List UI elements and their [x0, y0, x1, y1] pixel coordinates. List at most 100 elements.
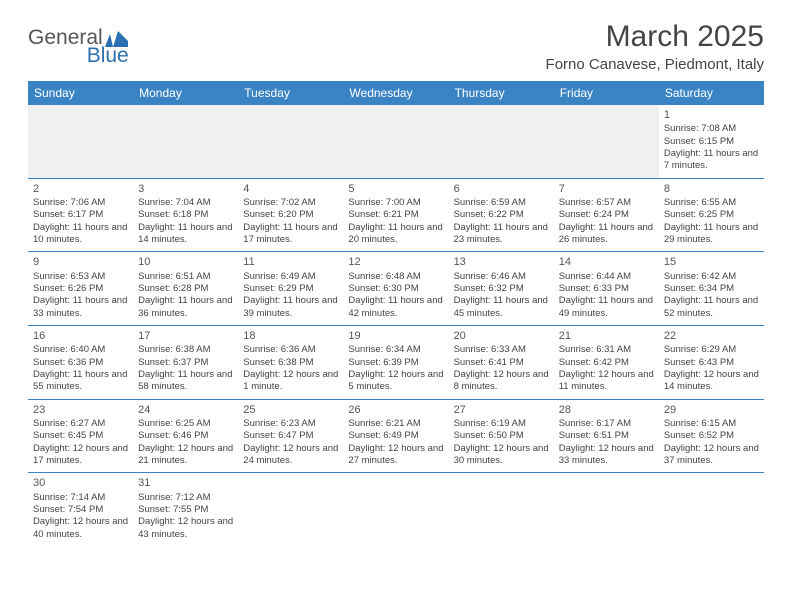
sunrise-line: Sunrise: 7:06 AM [33, 197, 128, 209]
sunset-line: Sunset: 6:33 PM [559, 283, 654, 295]
day-number: 22 [664, 329, 759, 343]
daylight-line: Daylight: 11 hours and 10 minutes. [33, 222, 128, 247]
calendar-day-cell: 22Sunrise: 6:29 AMSunset: 6:43 PMDayligh… [659, 326, 764, 400]
daylight-line: Daylight: 12 hours and 17 minutes. [33, 443, 128, 468]
daylight-line: Daylight: 12 hours and 40 minutes. [33, 516, 128, 541]
sunset-line: Sunset: 6:32 PM [454, 283, 549, 295]
calendar-day-cell: 24Sunrise: 6:25 AMSunset: 6:46 PMDayligh… [133, 399, 238, 473]
daylight-line: Daylight: 12 hours and 43 minutes. [138, 516, 233, 541]
calendar-day-cell: 23Sunrise: 6:27 AMSunset: 6:45 PMDayligh… [28, 399, 133, 473]
calendar-day-cell: 1Sunrise: 7:08 AMSunset: 6:15 PMDaylight… [659, 105, 764, 178]
daylight-line: Daylight: 12 hours and 14 minutes. [664, 369, 759, 394]
sunset-line: Sunset: 6:15 PM [664, 136, 759, 148]
day-number: 26 [348, 403, 443, 417]
calendar-day-cell [554, 105, 659, 178]
sunset-line: Sunset: 6:17 PM [33, 209, 128, 221]
day-number: 17 [138, 329, 233, 343]
sunset-line: Sunset: 7:54 PM [33, 504, 128, 516]
day-number: 16 [33, 329, 128, 343]
calendar-day-cell: 28Sunrise: 6:17 AMSunset: 6:51 PMDayligh… [554, 399, 659, 473]
weekday-header-row: SundayMondayTuesdayWednesdayThursdayFrid… [28, 81, 764, 105]
location-subtitle: Forno Canavese, Piedmont, Italy [546, 56, 764, 73]
weekday-header: Thursday [449, 81, 554, 105]
day-number: 24 [138, 403, 233, 417]
daylight-line: Daylight: 11 hours and 58 minutes. [138, 369, 233, 394]
weekday-header: Friday [554, 81, 659, 105]
day-number: 18 [243, 329, 338, 343]
month-title: March 2025 [546, 20, 764, 54]
calendar-day-cell [133, 105, 238, 178]
sunset-line: Sunset: 6:45 PM [33, 430, 128, 442]
sunrise-line: Sunrise: 6:38 AM [138, 344, 233, 356]
calendar-day-cell: 2Sunrise: 7:06 AMSunset: 6:17 PMDaylight… [28, 178, 133, 252]
calendar-day-cell [238, 473, 343, 546]
sunset-line: Sunset: 6:38 PM [243, 357, 338, 369]
sunset-line: Sunset: 6:21 PM [348, 209, 443, 221]
day-number: 27 [454, 403, 549, 417]
sunset-line: Sunset: 6:28 PM [138, 283, 233, 295]
daylight-line: Daylight: 11 hours and 49 minutes. [559, 295, 654, 320]
calendar-day-cell: 5Sunrise: 7:00 AMSunset: 6:21 PMDaylight… [343, 178, 448, 252]
daylight-line: Daylight: 12 hours and 30 minutes. [454, 443, 549, 468]
sunset-line: Sunset: 6:30 PM [348, 283, 443, 295]
daylight-line: Daylight: 12 hours and 33 minutes. [559, 443, 654, 468]
sunset-line: Sunset: 6:34 PM [664, 283, 759, 295]
calendar-day-cell: 19Sunrise: 6:34 AMSunset: 6:39 PMDayligh… [343, 326, 448, 400]
weekday-header: Sunday [28, 81, 133, 105]
weekday-header: Monday [133, 81, 238, 105]
day-number: 31 [138, 476, 233, 490]
calendar-day-cell [449, 473, 554, 546]
calendar-day-cell: 16Sunrise: 6:40 AMSunset: 6:36 PMDayligh… [28, 326, 133, 400]
calendar-day-cell [659, 473, 764, 546]
calendar-day-cell: 18Sunrise: 6:36 AMSunset: 6:38 PMDayligh… [238, 326, 343, 400]
daylight-line: Daylight: 11 hours and 52 minutes. [664, 295, 759, 320]
calendar-day-cell: 31Sunrise: 7:12 AMSunset: 7:55 PMDayligh… [133, 473, 238, 546]
daylight-line: Daylight: 11 hours and 29 minutes. [664, 222, 759, 247]
day-number: 9 [33, 255, 128, 269]
sunset-line: Sunset: 6:22 PM [454, 209, 549, 221]
sunrise-line: Sunrise: 6:49 AM [243, 271, 338, 283]
daylight-line: Daylight: 12 hours and 21 minutes. [138, 443, 233, 468]
day-number: 11 [243, 255, 338, 269]
sunset-line: Sunset: 6:20 PM [243, 209, 338, 221]
daylight-line: Daylight: 11 hours and 17 minutes. [243, 222, 338, 247]
calendar-day-cell: 15Sunrise: 6:42 AMSunset: 6:34 PMDayligh… [659, 252, 764, 326]
sunrise-line: Sunrise: 6:29 AM [664, 344, 759, 356]
calendar-day-cell [343, 105, 448, 178]
daylight-line: Daylight: 11 hours and 26 minutes. [559, 222, 654, 247]
weekday-header: Tuesday [238, 81, 343, 105]
sunrise-line: Sunrise: 6:51 AM [138, 271, 233, 283]
sunrise-line: Sunrise: 6:57 AM [559, 197, 654, 209]
daylight-line: Daylight: 12 hours and 8 minutes. [454, 369, 549, 394]
daylight-line: Daylight: 11 hours and 23 minutes. [454, 222, 549, 247]
day-number: 20 [454, 329, 549, 343]
calendar-day-cell: 30Sunrise: 7:14 AMSunset: 7:54 PMDayligh… [28, 473, 133, 546]
daylight-line: Daylight: 11 hours and 42 minutes. [348, 295, 443, 320]
calendar-day-cell [449, 105, 554, 178]
day-number: 28 [559, 403, 654, 417]
sunrise-line: Sunrise: 7:00 AM [348, 197, 443, 209]
calendar-day-cell: 13Sunrise: 6:46 AMSunset: 6:32 PMDayligh… [449, 252, 554, 326]
daylight-line: Daylight: 11 hours and 45 minutes. [454, 295, 549, 320]
sunrise-line: Sunrise: 6:33 AM [454, 344, 549, 356]
sunset-line: Sunset: 6:39 PM [348, 357, 443, 369]
sunrise-line: Sunrise: 7:14 AM [33, 492, 128, 504]
calendar-day-cell: 29Sunrise: 6:15 AMSunset: 6:52 PMDayligh… [659, 399, 764, 473]
sunset-line: Sunset: 6:36 PM [33, 357, 128, 369]
weekday-header: Wednesday [343, 81, 448, 105]
calendar-table: SundayMondayTuesdayWednesdayThursdayFrid… [28, 81, 764, 546]
sunrise-line: Sunrise: 6:55 AM [664, 197, 759, 209]
sunset-line: Sunset: 6:37 PM [138, 357, 233, 369]
logo: GeneralBlue [28, 26, 129, 68]
title-block: March 2025 Forno Canavese, Piedmont, Ita… [546, 20, 764, 73]
calendar-day-cell: 9Sunrise: 6:53 AMSunset: 6:26 PMDaylight… [28, 252, 133, 326]
calendar-day-cell: 25Sunrise: 6:23 AMSunset: 6:47 PMDayligh… [238, 399, 343, 473]
calendar-day-cell: 11Sunrise: 6:49 AMSunset: 6:29 PMDayligh… [238, 252, 343, 326]
day-number: 4 [243, 182, 338, 196]
day-number: 13 [454, 255, 549, 269]
daylight-line: Daylight: 12 hours and 24 minutes. [243, 443, 338, 468]
sunrise-line: Sunrise: 6:23 AM [243, 418, 338, 430]
sunset-line: Sunset: 6:26 PM [33, 283, 128, 295]
daylight-line: Daylight: 11 hours and 36 minutes. [138, 295, 233, 320]
calendar-week-row: 30Sunrise: 7:14 AMSunset: 7:54 PMDayligh… [28, 473, 764, 546]
